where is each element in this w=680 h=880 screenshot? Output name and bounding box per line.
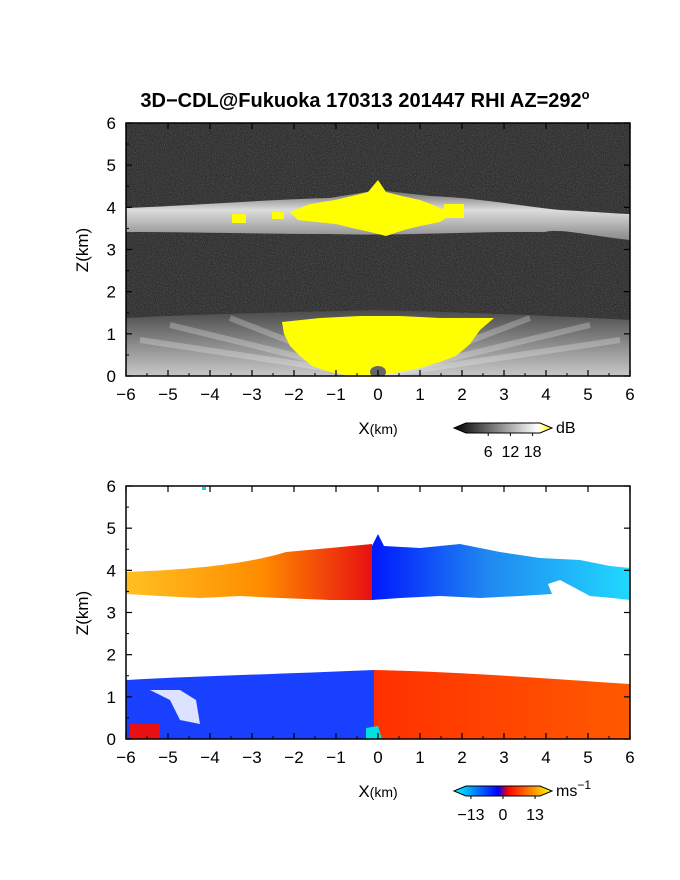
backscatter-colorbar: dB 6 12 18 bbox=[452, 420, 576, 461]
velocity-panel: −6 −5 −4 −3 −2 −1 0 1 2 3 4 5 6 0 1 2 3 4 5 6 X(km) Z(km) m… bbox=[73, 477, 635, 824]
y-tick-label: 4 bbox=[107, 198, 116, 217]
velocity-ticks: −6 −5 −4 −3 −2 −1 0 1 2 3 4 5 6 0 1 2 3 4 5 6 bbox=[107, 477, 635, 767]
velocity-xlabel: X(km) bbox=[358, 782, 397, 801]
x-tick-label: −6 bbox=[116, 748, 135, 767]
x-tick-label: −5 bbox=[158, 748, 177, 767]
y-tick-label: 0 bbox=[107, 367, 116, 386]
x-tick-label: −1 bbox=[326, 385, 345, 404]
colorbar-tick-label: 13 bbox=[526, 807, 544, 824]
y-tick-label: 5 bbox=[107, 519, 116, 538]
x-tick-label: 0 bbox=[373, 385, 382, 404]
y-tick-label: 2 bbox=[107, 646, 116, 665]
x-tick-label: −6 bbox=[116, 385, 135, 404]
velocity-colorbar-unit: ms−1 bbox=[556, 778, 591, 800]
chart-title: 3D−CDL@Fukuoka 170313 201447 RHI AZ=292o bbox=[140, 87, 589, 112]
y-tick-label: 1 bbox=[107, 688, 116, 707]
x-tick-label: 0 bbox=[373, 748, 382, 767]
colorbar-tick-label: 6 bbox=[484, 444, 493, 461]
y-tick-label: 2 bbox=[107, 283, 116, 302]
y-tick-label: 4 bbox=[107, 561, 116, 580]
x-tick-label: 3 bbox=[499, 748, 508, 767]
x-tick-label: 5 bbox=[583, 385, 592, 404]
x-tick-label: 3 bbox=[499, 385, 508, 404]
y-tick-label: 0 bbox=[107, 730, 116, 749]
backscatter-ticks: −6 −5 −4 −3 −2 −1 0 1 2 3 4 5 6 0 1 2 3 4 5 6 bbox=[107, 114, 635, 404]
x-tick-label: 1 bbox=[415, 385, 424, 404]
backscatter-image bbox=[126, 123, 630, 376]
x-tick-label: 4 bbox=[541, 748, 550, 767]
backscatter-colorbar-unit: dB bbox=[556, 420, 576, 437]
x-tick-label: −3 bbox=[242, 385, 261, 404]
x-tick-label: −2 bbox=[284, 748, 303, 767]
y-tick-label: 6 bbox=[107, 114, 116, 133]
x-tick-label: −4 bbox=[200, 385, 219, 404]
y-tick-label: 5 bbox=[107, 156, 116, 175]
x-tick-label: 1 bbox=[415, 748, 424, 767]
colorbar-tick-label: 0 bbox=[499, 807, 508, 824]
y-tick-label: 3 bbox=[107, 604, 116, 623]
x-tick-label: 6 bbox=[625, 385, 634, 404]
y-tick-label: 3 bbox=[107, 241, 116, 260]
colorbar-tick-label: −13 bbox=[457, 807, 484, 824]
x-tick-label: 2 bbox=[457, 748, 466, 767]
backscatter-ylabel: Z(km) bbox=[73, 228, 92, 272]
x-tick-label: 2 bbox=[457, 385, 466, 404]
x-tick-label: −1 bbox=[326, 748, 345, 767]
velocity-ylabel: Z(km) bbox=[73, 591, 92, 635]
y-tick-label: 6 bbox=[107, 477, 116, 496]
x-tick-label: −3 bbox=[242, 748, 261, 767]
x-tick-label: 4 bbox=[541, 385, 550, 404]
backscatter-xlabel: X(km) bbox=[358, 419, 397, 438]
colorbar-tick-label: 12 bbox=[502, 444, 520, 461]
x-tick-label: −4 bbox=[200, 748, 219, 767]
x-tick-label: 5 bbox=[583, 748, 592, 767]
x-tick-label: −2 bbox=[284, 385, 303, 404]
y-tick-label: 1 bbox=[107, 325, 116, 344]
x-tick-label: 6 bbox=[625, 748, 634, 767]
velocity-image bbox=[126, 486, 630, 739]
x-tick-label: −5 bbox=[158, 385, 177, 404]
velocity-colorbar: ms−1 −13 0 13 bbox=[452, 778, 591, 824]
colorbar-tick-label: 18 bbox=[524, 444, 542, 461]
